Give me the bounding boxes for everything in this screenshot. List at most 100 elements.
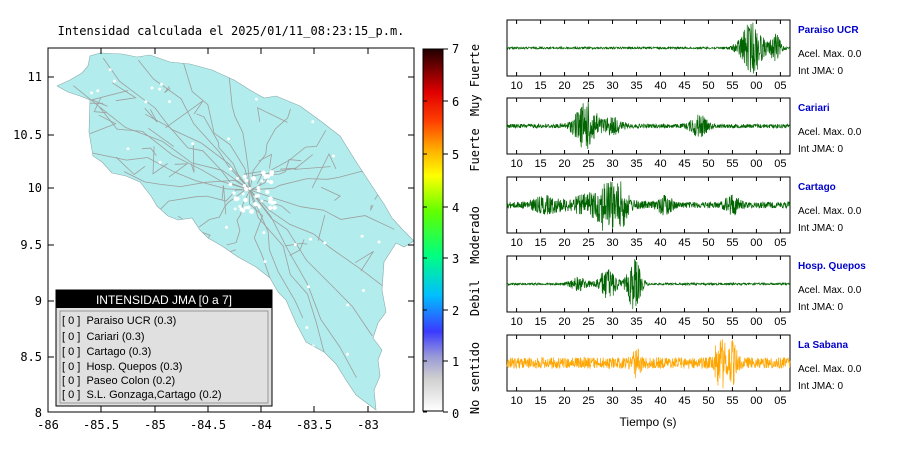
road: [123, 171, 251, 191]
city-marker: [228, 182, 233, 187]
city-marker: [266, 179, 270, 183]
lat-tick-label: 8.5: [20, 350, 42, 364]
colorbar-tick-label: 4: [452, 201, 459, 215]
city-marker: [158, 160, 162, 164]
city-marker: [251, 176, 256, 181]
city-marker: [79, 240, 83, 243]
legend-list-frame: [59, 310, 269, 404]
station-max-accel: Acel. Max. 0.0: [798, 285, 862, 296]
station-jma-intensity: Int JMA: 0: [798, 66, 843, 77]
lat-tick-label: 10: [28, 181, 42, 195]
road: [289, 239, 305, 256]
city-marker: [269, 180, 274, 185]
time-tick-label: 00: [750, 395, 762, 407]
road: [102, 57, 251, 191]
road: [293, 154, 331, 170]
time-tick-label: 45: [678, 316, 690, 328]
waveform-trace: [506, 339, 791, 389]
road: [73, 85, 251, 191]
colorbar-category-label: Moderado: [468, 206, 482, 264]
colorbar-category-label: Debil: [468, 280, 482, 316]
colorbar-tick-label: 7: [452, 42, 459, 56]
city-marker: [113, 79, 117, 83]
road: [137, 59, 251, 191]
station-max-accel: Acel. Max. 0.0: [798, 206, 862, 217]
time-axis-label: Tiempo (s): [620, 415, 677, 429]
city-marker: [236, 176, 239, 180]
time-tick-label: 35: [630, 237, 642, 249]
city-marker: [346, 352, 350, 356]
city-marker: [123, 261, 127, 265]
road: [168, 163, 189, 178]
city-marker: [293, 243, 297, 247]
city-marker: [284, 309, 288, 313]
time-tick-label: 15: [534, 237, 546, 249]
time-tick-label: 05: [774, 316, 786, 328]
time-tick-label: 25: [582, 316, 594, 328]
road: [354, 251, 374, 272]
city-marker: [150, 86, 154, 90]
waveform-trace: [506, 181, 791, 231]
lon-tick-label: -84.5: [190, 418, 226, 432]
city-marker: [262, 173, 266, 176]
city-marker: [253, 201, 258, 207]
time-tick-label: 50: [702, 158, 714, 170]
legend-background: [55, 289, 273, 407]
city-marker: [127, 250, 131, 254]
city-marker: [243, 186, 249, 192]
station-jma-intensity: Int JMA: 0: [798, 381, 843, 392]
road: [196, 113, 251, 191]
city-marker: [244, 206, 248, 210]
city-marker: [233, 196, 239, 202]
lat-tick-label: 9: [35, 294, 42, 308]
legend-item: [ 0 ] Paraiso UCR (0.3): [62, 315, 176, 327]
legend-item: [ 0 ] Cariari (0.3): [62, 331, 145, 343]
road: [349, 73, 369, 101]
road: [332, 108, 368, 114]
lon-tick-label: -85.5: [83, 418, 119, 432]
road: [207, 249, 237, 260]
time-tick-label: 20: [558, 395, 570, 407]
time-tick-label: 00: [750, 237, 762, 249]
city-marker: [140, 274, 144, 277]
road: [228, 75, 251, 191]
city-marker: [241, 192, 245, 196]
city-marker: [257, 205, 261, 209]
city-marker: [362, 289, 365, 292]
colorbar-gradient: [422, 48, 444, 412]
time-tick-label: 55: [726, 237, 738, 249]
city-marker: [254, 97, 258, 101]
lat-tick-label: 8: [35, 406, 42, 420]
city-marker: [268, 205, 273, 210]
road: [141, 147, 157, 156]
city-marker: [319, 357, 323, 361]
road: [258, 153, 273, 169]
city-marker: [260, 199, 264, 203]
road: [144, 108, 158, 123]
time-tick-label: 30: [606, 316, 618, 328]
legend-item: [ 0 ] S.L. Gonzaga,Cartago (0.2): [62, 389, 222, 401]
time-tick-label: 35: [630, 395, 642, 407]
colorbar-category-label: Fuerte: [468, 128, 482, 171]
station-name: Hosp. Quepos: [798, 261, 866, 272]
road: [226, 189, 251, 246]
time-tick-label: 05: [774, 158, 786, 170]
road: [364, 164, 389, 171]
time-tick-label: 05: [774, 80, 786, 92]
time-tick-label: 40: [654, 395, 666, 407]
time-tick-label: 10: [510, 395, 522, 407]
lon-tick-label: -85: [144, 418, 166, 432]
colorbar-tick-label: 3: [452, 252, 459, 266]
road: [190, 143, 195, 173]
road: [98, 106, 251, 191]
station-panel: 10 15 20 25 30 35 40 45 50 55 00 05 Paraiso UCR Acel.…: [506, 19, 862, 92]
time-tick-label: 10: [510, 158, 522, 170]
time-tick-label: 35: [630, 80, 642, 92]
city-marker: [68, 67, 72, 71]
colorbar-ticks: [423, 48, 448, 413]
time-tick-label: 45: [678, 395, 690, 407]
station-max-accel: Acel. Max. 0.0: [798, 49, 862, 60]
station-name: Cariari: [798, 103, 830, 114]
time-tick-label: 05: [774, 395, 786, 407]
